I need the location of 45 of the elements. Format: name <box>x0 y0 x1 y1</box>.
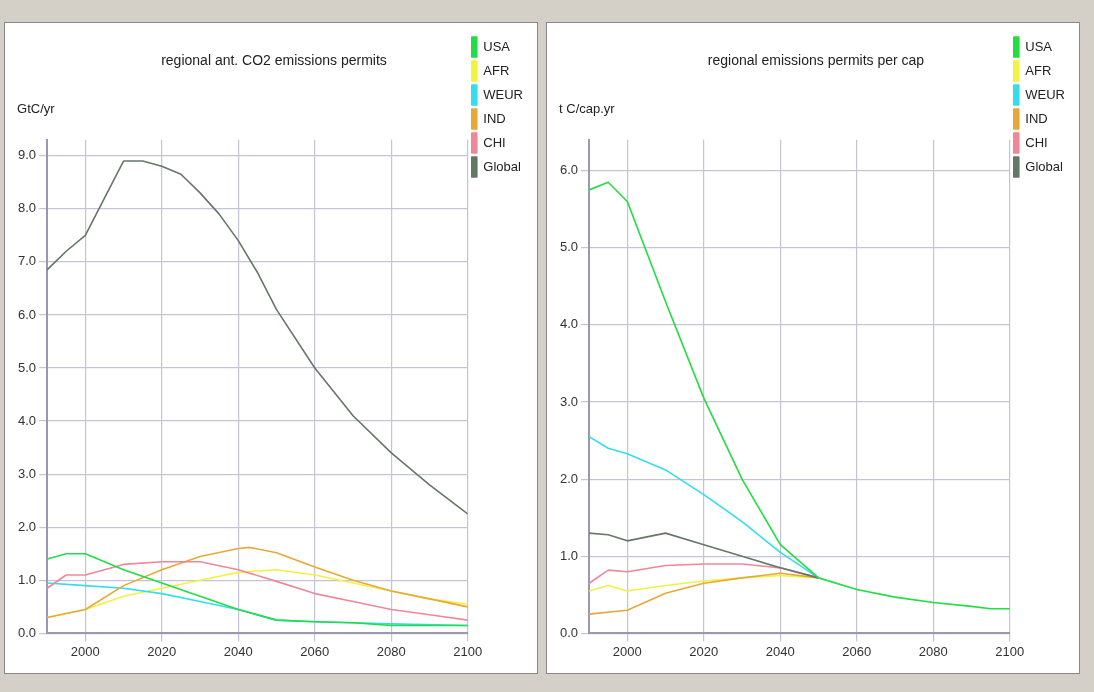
y-tick-label: 0.0 <box>17 624 37 640</box>
y-tick-label: 1.0 <box>559 547 579 563</box>
x-tick-label: 2080 <box>918 643 948 659</box>
legend-label: WEUR <box>1025 86 1065 102</box>
legend-label: USA <box>483 38 511 54</box>
y-tick-label: 4.0 <box>17 412 37 428</box>
x-tick-label: 2020 <box>147 643 177 659</box>
chart-title: regional ant. CO2 emissions permits <box>161 52 387 69</box>
x-tick-label: 2020 <box>689 643 719 659</box>
y-tick-label: 3.0 <box>559 393 579 409</box>
y-tick-label: 7.0 <box>17 253 37 269</box>
x-tick-label: 2080 <box>376 643 406 659</box>
legend-label: Global <box>483 158 521 174</box>
x-tick-label: 2040 <box>765 643 795 659</box>
legend-label: IND <box>483 110 506 126</box>
y-tick-label: 0.0 <box>559 624 579 640</box>
legend-label: CHI <box>483 134 506 150</box>
legend-label: CHI <box>1025 134 1048 150</box>
x-tick-label: 2100 <box>995 643 1025 659</box>
legend-label: Global <box>1025 158 1063 174</box>
y-axis-title: GtC/yr <box>17 100 56 116</box>
y-tick-label: 2.0 <box>559 470 579 486</box>
legend-label: AFR <box>483 62 510 78</box>
y-tick-label: 6.0 <box>559 162 579 178</box>
chart-title: regional emissions permits per cap <box>707 52 925 69</box>
y-tick-label: 8.0 <box>17 200 37 216</box>
x-tick-label: 2060 <box>842 643 872 659</box>
y-tick-label: 1.0 <box>17 571 37 587</box>
legend-label: IND <box>1025 110 1048 126</box>
x-tick-label: 2000 <box>70 643 100 659</box>
legend-label: AFR <box>1025 62 1052 78</box>
x-tick-label: 2000 <box>612 643 642 659</box>
x-tick-label: 2100 <box>453 643 483 659</box>
x-tick-label: 2060 <box>300 643 330 659</box>
legend-label: WEUR <box>483 86 523 102</box>
x-tick-label: 2040 <box>223 643 253 659</box>
y-tick-label: 4.0 <box>559 316 579 332</box>
legend-label: USA <box>1025 38 1053 54</box>
y-tick-label: 5.0 <box>559 239 579 255</box>
y-tick-label: 3.0 <box>17 465 37 481</box>
y-tick-label: 5.0 <box>17 359 37 375</box>
y-tick-label: 9.0 <box>17 147 37 163</box>
y-tick-label: 6.0 <box>17 306 37 322</box>
y-axis-title: t C/cap.yr <box>559 100 616 116</box>
y-tick-label: 2.0 <box>17 518 37 534</box>
